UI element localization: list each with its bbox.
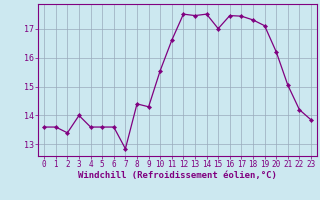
X-axis label: Windchill (Refroidissement éolien,°C): Windchill (Refroidissement éolien,°C) bbox=[78, 171, 277, 180]
